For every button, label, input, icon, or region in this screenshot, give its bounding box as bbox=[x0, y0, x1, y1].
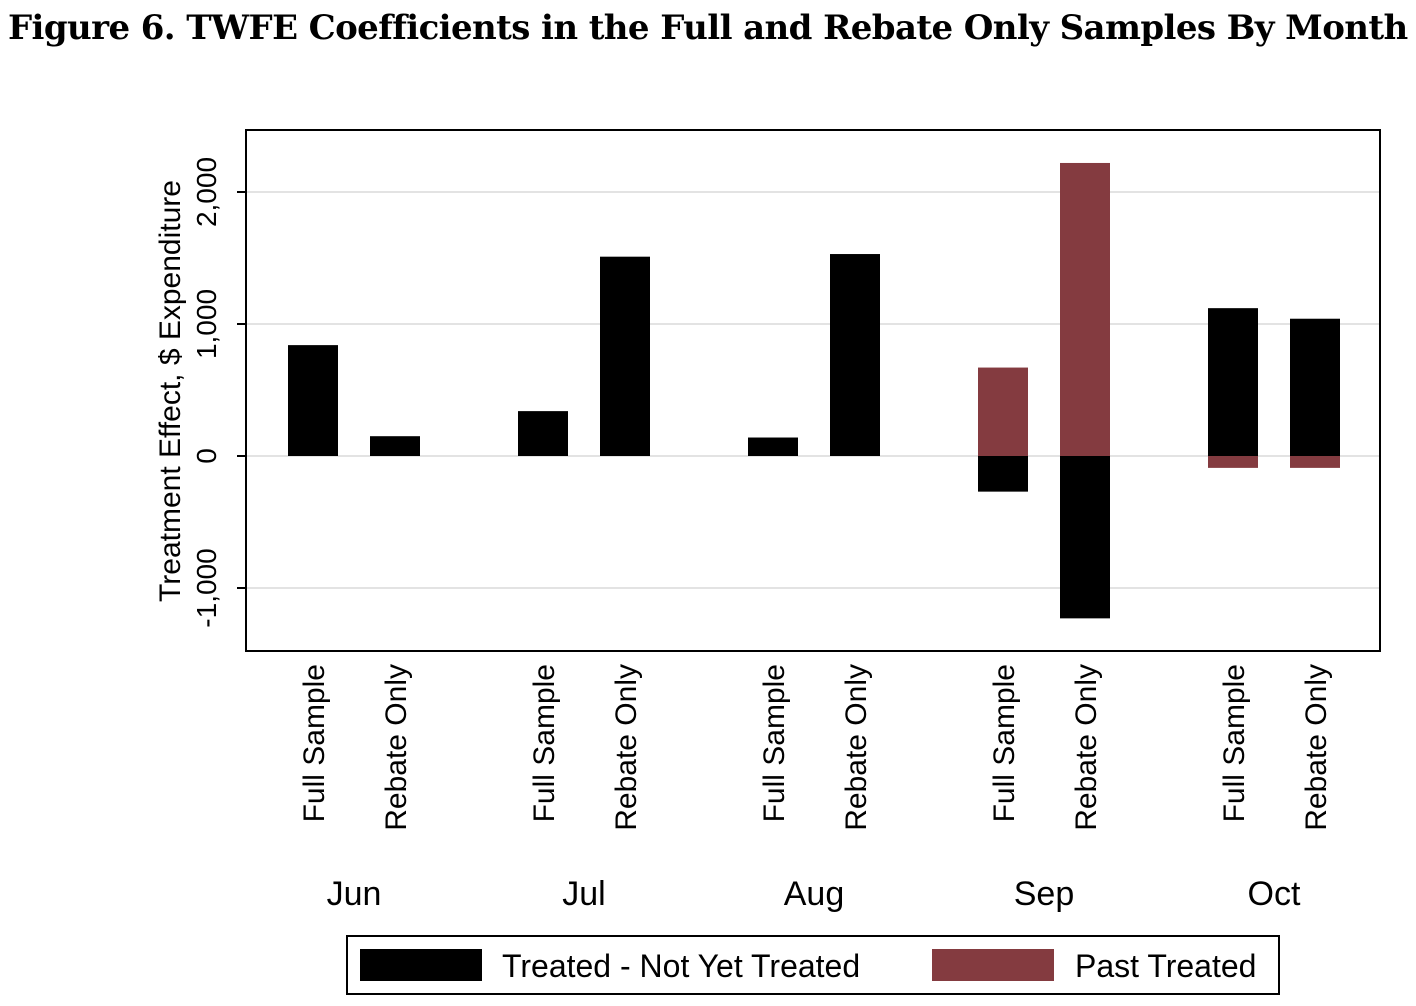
bar-treated-not-yet-treated bbox=[600, 256, 650, 456]
y-axis-title: Treatment Effect, $ Expenditure bbox=[154, 180, 187, 602]
x-tick-label: Full Sample bbox=[298, 664, 331, 822]
y-tick-label: -1,000 bbox=[191, 548, 222, 627]
legend-box bbox=[346, 935, 1280, 995]
legend-swatch bbox=[932, 949, 1054, 981]
plot-border bbox=[245, 129, 1381, 652]
x-tick-label: Rebate Only bbox=[1300, 664, 1333, 831]
y-tick-label: 0 bbox=[191, 448, 222, 464]
x-tick-label: Full Sample bbox=[1218, 664, 1251, 822]
bar-treated-not-yet-treated bbox=[1208, 308, 1258, 456]
figure-title: Figure 6. TWFE Coefficients in the Full … bbox=[8, 8, 1408, 48]
month-label: Sep bbox=[1014, 875, 1075, 913]
bar-treated-not-yet-treated bbox=[288, 345, 338, 456]
gridlines bbox=[246, 191, 1380, 589]
legend: Treated - Not Yet Treated Past Treated bbox=[346, 935, 1280, 995]
y-tick-label: 1,000 bbox=[191, 289, 222, 359]
x-tick-label: Rebate Only bbox=[610, 664, 643, 831]
bar-treated-not-yet-treated bbox=[1290, 318, 1340, 456]
bar-past-treated bbox=[1208, 456, 1258, 468]
month-label: Jun bbox=[327, 875, 382, 913]
bar-treated-not-yet-treated bbox=[1060, 456, 1110, 619]
month-label: Oct bbox=[1248, 875, 1301, 913]
x-tick-label: Full Sample bbox=[528, 664, 561, 822]
y-tick-label: 2,000 bbox=[191, 157, 222, 227]
x-tick-label: Full Sample bbox=[758, 664, 791, 822]
bar-treated-not-yet-treated bbox=[370, 436, 420, 456]
legend-swatch bbox=[360, 949, 482, 981]
x-tick-label: Rebate Only bbox=[1070, 664, 1103, 831]
x-tick-label: Rebate Only bbox=[840, 664, 873, 831]
bar-treated-not-yet-treated bbox=[518, 411, 568, 456]
bars bbox=[288, 162, 1340, 619]
month-label: Aug bbox=[784, 875, 845, 913]
bar-treated-not-yet-treated bbox=[830, 254, 880, 456]
bar-past-treated bbox=[1290, 456, 1340, 468]
legend-label: Treated - Not Yet Treated bbox=[502, 948, 860, 984]
bar-treated-not-yet-treated bbox=[748, 437, 798, 456]
bar-past-treated bbox=[978, 367, 1028, 456]
plot-frame bbox=[245, 129, 1381, 652]
x-tick-label: Rebate Only bbox=[380, 664, 413, 831]
x-tick-label: Full Sample bbox=[988, 664, 1021, 822]
month-label: Jul bbox=[562, 875, 605, 913]
legend-label: Past Treated bbox=[1075, 948, 1256, 984]
x-axis: Full Sample Rebate Only Full Sample Rebate … bbox=[298, 664, 1333, 913]
bar-treated-not-yet-treated bbox=[978, 456, 1028, 492]
bar-past-treated bbox=[1060, 162, 1110, 456]
